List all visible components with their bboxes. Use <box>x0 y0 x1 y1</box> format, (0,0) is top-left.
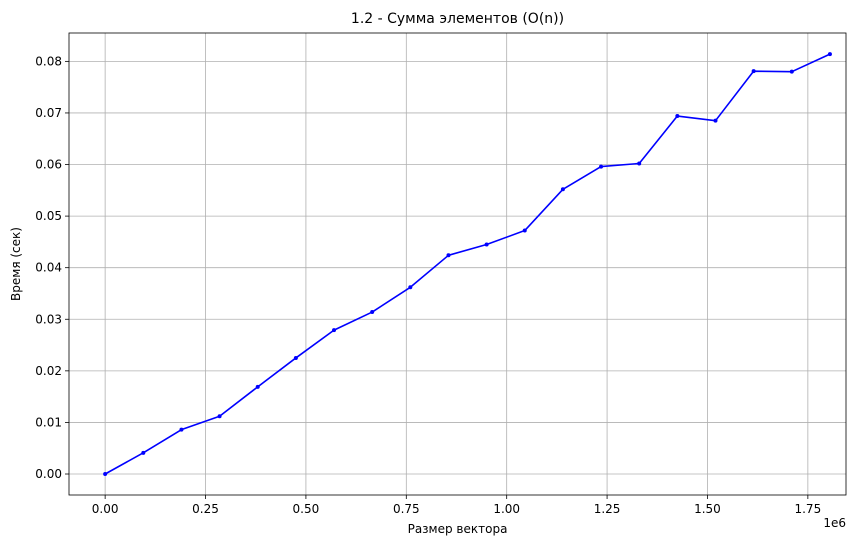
y-tick-label: 0.01 <box>35 415 62 429</box>
data-point <box>141 450 146 455</box>
data-point <box>599 164 604 169</box>
chart-title: 1.2 - Сумма элементов (O(n)) <box>351 11 564 27</box>
ticks: 0.00 0.25 0.50 0.75 1.00 1.25 1.50 1.75 0.00 0.01… <box>35 54 821 516</box>
y-tick-label: 0.08 <box>35 54 62 68</box>
x-axis-label: Размер вектора <box>408 522 508 536</box>
series <box>103 52 832 477</box>
data-point <box>293 355 298 360</box>
data-point <box>751 69 756 74</box>
x-tick-label: 1.50 <box>694 502 721 516</box>
y-tick-label: 0.03 <box>35 312 62 326</box>
series-line <box>104 53 831 475</box>
plot-frame <box>68 32 847 496</box>
x-axis-offset-label: 1e6 <box>823 516 846 530</box>
y-tick-label: 0.04 <box>35 261 62 275</box>
y-axis-label: Время (сек) <box>9 227 23 301</box>
y-tick-label: 0.02 <box>35 364 62 378</box>
x-tick-label: 0.50 <box>293 502 320 516</box>
data-point <box>255 384 260 389</box>
data-point <box>446 253 451 258</box>
y-tick-label: 0.05 <box>35 209 62 223</box>
data-point <box>522 228 527 233</box>
x-tick-label: 1.75 <box>794 502 821 516</box>
data-point <box>103 472 108 477</box>
x-tick-label: 0.75 <box>393 502 420 516</box>
x-tick-label: 0.25 <box>192 502 219 516</box>
data-point <box>332 328 337 333</box>
y-tick-label: 0.06 <box>35 158 62 172</box>
data-point <box>637 161 642 166</box>
data-point <box>408 285 413 290</box>
y-tick-label: 0.00 <box>35 467 62 481</box>
x-tick-label: 0.00 <box>92 502 119 516</box>
grid <box>69 33 846 495</box>
data-point <box>217 414 222 419</box>
data-point <box>827 52 832 57</box>
y-tick-label: 0.07 <box>35 106 62 120</box>
data-point <box>789 69 794 74</box>
data-point <box>560 187 565 192</box>
data-point <box>713 118 718 123</box>
data-point <box>370 310 375 315</box>
x-tick-label: 1.25 <box>594 502 621 516</box>
data-point <box>179 427 184 432</box>
data-point <box>675 114 680 119</box>
x-tick-label: 1.00 <box>493 502 520 516</box>
data-point <box>484 242 489 247</box>
